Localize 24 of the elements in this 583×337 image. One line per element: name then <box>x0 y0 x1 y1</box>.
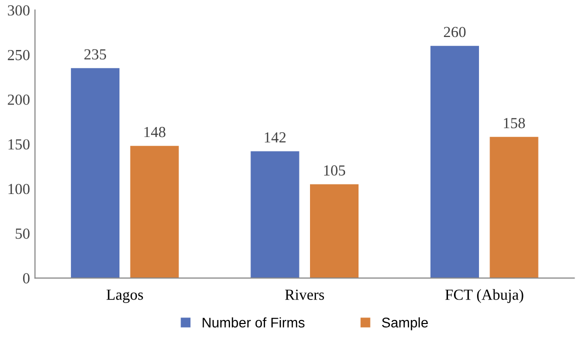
data-label: 148 <box>144 126 166 138</box>
bar <box>130 146 179 278</box>
data-label: 235 <box>84 49 106 60</box>
bar <box>250 151 300 278</box>
y-tick-label: 0 <box>23 273 30 284</box>
data-label: 142 <box>264 132 286 142</box>
bar <box>310 184 359 278</box>
legend-label: Sample <box>382 317 428 330</box>
y-tick-label: 300 <box>8 5 30 16</box>
x-tick-label: Rivers <box>285 290 324 300</box>
data-label: 105 <box>324 165 346 176</box>
legend-label: Number of Firms <box>202 317 304 328</box>
y-tick-label: 100 <box>8 184 30 194</box>
bar <box>490 136 538 278</box>
bar <box>70 68 120 278</box>
y-tick-label: 250 <box>8 50 30 60</box>
y-tick-label: 150 <box>8 139 30 150</box>
data-label: 260 <box>444 26 466 38</box>
y-tick-label: 50 <box>16 228 30 239</box>
x-tick-label: FCT (Abuja) <box>445 289 524 303</box>
x-tick-label: Lagos <box>106 290 143 303</box>
y-tick-label: 200 <box>8 94 30 105</box>
data-label: 158 <box>504 118 525 128</box>
bar <box>430 46 479 278</box>
